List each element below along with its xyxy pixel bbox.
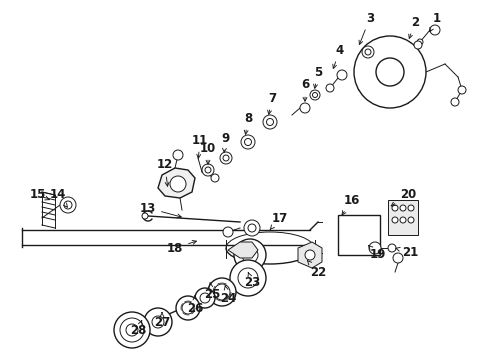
- Circle shape: [361, 46, 373, 58]
- Circle shape: [170, 176, 185, 192]
- Text: 27: 27: [154, 312, 170, 328]
- Circle shape: [204, 167, 210, 173]
- Circle shape: [200, 293, 209, 303]
- Circle shape: [223, 155, 228, 161]
- Circle shape: [202, 164, 214, 176]
- Text: 21: 21: [395, 246, 417, 258]
- Text: 26: 26: [186, 296, 203, 315]
- Circle shape: [120, 318, 143, 342]
- Text: 4: 4: [332, 44, 344, 68]
- Circle shape: [450, 98, 458, 106]
- Circle shape: [375, 58, 403, 86]
- Circle shape: [223, 227, 232, 237]
- Circle shape: [336, 70, 346, 80]
- Text: 12: 12: [157, 158, 173, 186]
- Circle shape: [364, 49, 370, 55]
- Text: 11: 11: [191, 134, 208, 158]
- Text: 14: 14: [50, 189, 67, 207]
- Circle shape: [229, 260, 265, 296]
- Circle shape: [429, 25, 439, 35]
- Circle shape: [387, 244, 395, 252]
- Circle shape: [353, 36, 425, 108]
- Text: 5: 5: [313, 66, 322, 88]
- Circle shape: [266, 118, 273, 126]
- Text: 3: 3: [358, 12, 373, 45]
- Circle shape: [391, 217, 397, 223]
- Circle shape: [407, 217, 413, 223]
- Circle shape: [143, 308, 172, 336]
- Circle shape: [309, 90, 319, 100]
- Text: 22: 22: [307, 261, 325, 279]
- Polygon shape: [227, 242, 258, 258]
- Text: 20: 20: [390, 189, 415, 206]
- Text: 23: 23: [244, 273, 260, 288]
- Circle shape: [247, 224, 256, 232]
- Bar: [387, 200, 417, 235]
- Circle shape: [152, 316, 163, 328]
- Circle shape: [399, 217, 405, 223]
- Circle shape: [325, 84, 333, 92]
- Circle shape: [312, 93, 317, 98]
- Circle shape: [234, 239, 265, 271]
- Circle shape: [368, 242, 380, 254]
- Text: 19: 19: [368, 246, 386, 261]
- Text: 18: 18: [166, 240, 196, 255]
- Text: 6: 6: [300, 78, 308, 101]
- Circle shape: [263, 115, 276, 129]
- Circle shape: [207, 278, 236, 306]
- Text: 10: 10: [200, 141, 216, 164]
- Circle shape: [182, 302, 194, 314]
- Circle shape: [220, 152, 231, 164]
- Circle shape: [195, 288, 215, 308]
- Circle shape: [214, 284, 229, 300]
- Text: 13: 13: [140, 202, 181, 218]
- Text: 16: 16: [342, 194, 360, 215]
- Circle shape: [416, 39, 422, 45]
- Text: 8: 8: [244, 112, 252, 134]
- Text: 25: 25: [203, 283, 220, 302]
- Circle shape: [244, 139, 251, 145]
- Text: 15: 15: [30, 189, 49, 202]
- Bar: [337, 215, 379, 255]
- Circle shape: [64, 201, 72, 209]
- Text: 28: 28: [129, 321, 146, 337]
- Circle shape: [126, 324, 138, 336]
- Text: 7: 7: [267, 91, 276, 114]
- Circle shape: [244, 220, 260, 236]
- Circle shape: [391, 205, 397, 211]
- Circle shape: [238, 268, 258, 288]
- Circle shape: [392, 253, 402, 263]
- Text: 2: 2: [408, 15, 418, 39]
- Circle shape: [457, 86, 465, 94]
- Text: 17: 17: [269, 211, 287, 229]
- Circle shape: [142, 213, 148, 219]
- Circle shape: [241, 135, 254, 149]
- Text: 1: 1: [429, 12, 440, 32]
- Circle shape: [407, 205, 413, 211]
- Text: 9: 9: [221, 131, 229, 152]
- Circle shape: [114, 312, 150, 348]
- Text: 24: 24: [220, 286, 236, 305]
- Circle shape: [173, 150, 183, 160]
- Circle shape: [242, 247, 258, 263]
- Circle shape: [413, 41, 421, 49]
- Circle shape: [399, 205, 405, 211]
- Polygon shape: [158, 168, 195, 198]
- Circle shape: [299, 103, 309, 113]
- Circle shape: [305, 250, 314, 260]
- Circle shape: [176, 296, 200, 320]
- Circle shape: [210, 174, 219, 182]
- Polygon shape: [297, 242, 321, 268]
- Circle shape: [60, 197, 76, 213]
